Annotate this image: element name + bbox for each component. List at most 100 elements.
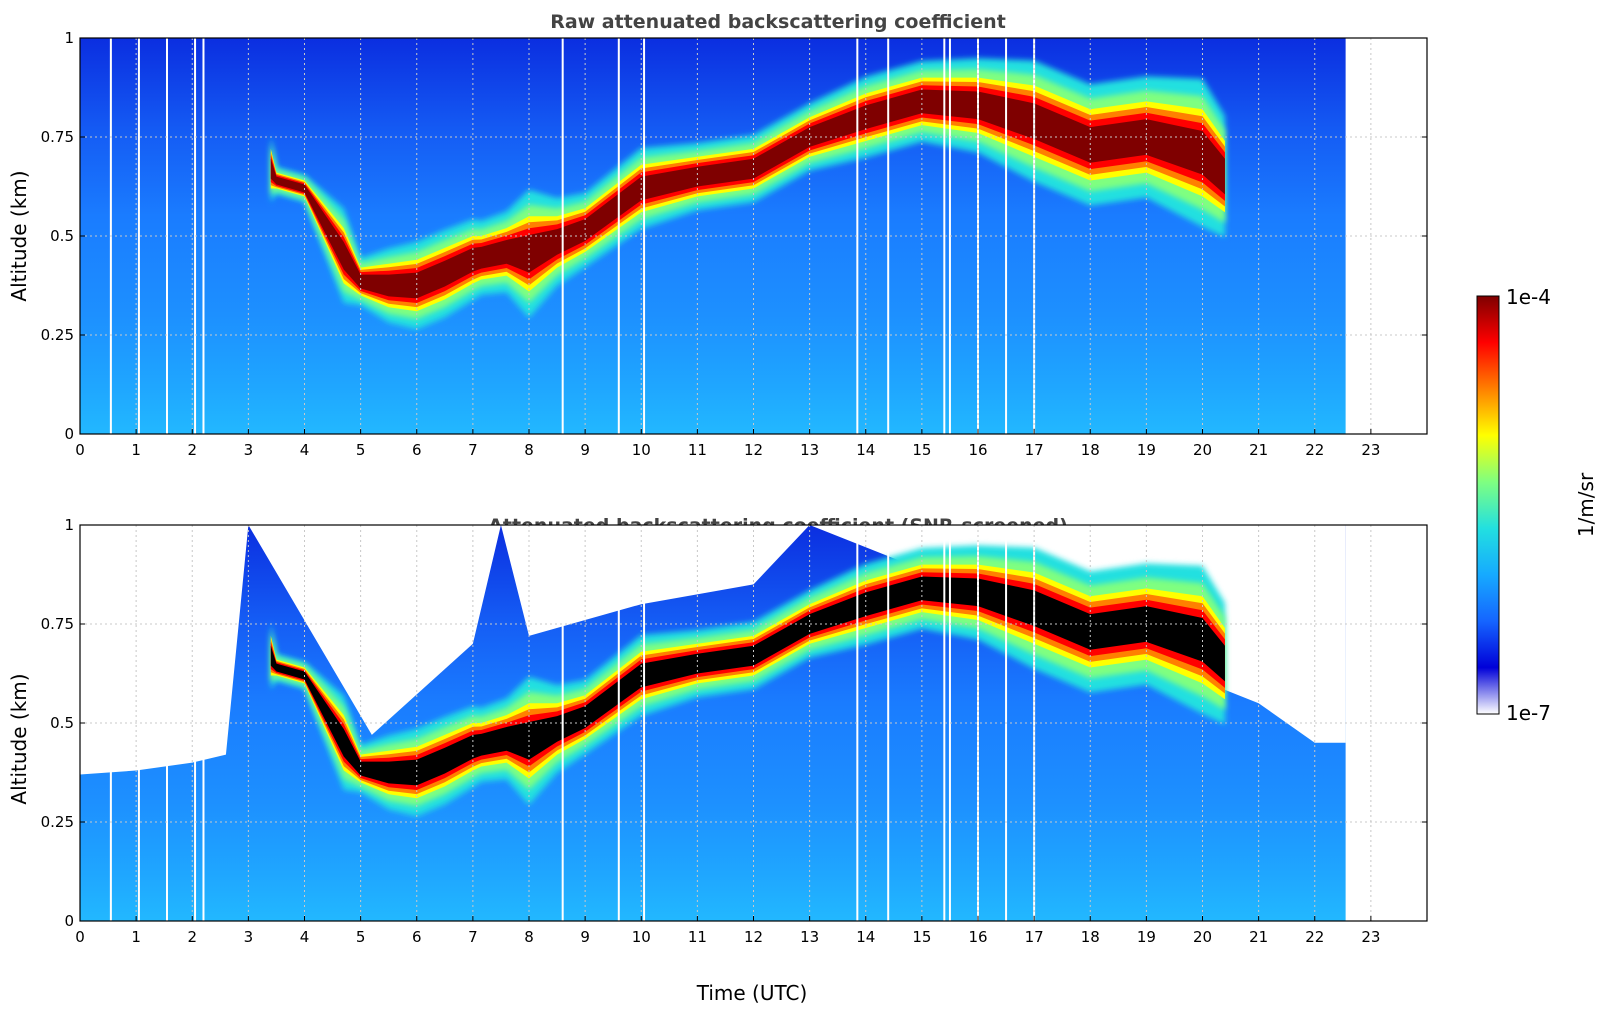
x-tick-label: 22 [1305, 928, 1324, 946]
data-gap [561, 525, 564, 921]
x-tick-label: 11 [688, 928, 707, 946]
data-gap [856, 38, 859, 434]
data-gap [561, 38, 564, 434]
data-gap [887, 525, 890, 921]
x-tick-label: 0 [75, 441, 85, 459]
y-tick-label: 0.75 [41, 615, 74, 633]
raw-y-ticks: 0 0.25 0.5 0.75 1 [41, 29, 1427, 443]
data-gap [202, 525, 205, 921]
data-gap [977, 525, 979, 921]
x-tick-label: 15 [912, 441, 931, 459]
x-tick-label: 0 [75, 928, 85, 946]
data-gap [943, 525, 946, 921]
raw-y-axis-label: Altitude (km) [7, 170, 31, 301]
x-tick-label: 2 [187, 441, 197, 459]
x-tick-label: 23 [1361, 928, 1380, 946]
data-gap [1033, 525, 1036, 921]
data-gap [943, 38, 946, 434]
x-tick-label: 3 [244, 928, 254, 946]
x-tick-label: 16 [968, 441, 987, 459]
y-tick-label: 0.25 [41, 326, 74, 344]
x-tick-label: 13 [800, 928, 819, 946]
data-gap [137, 38, 140, 434]
x-tick-label: 17 [1025, 441, 1044, 459]
x-tick-label: 14 [856, 928, 875, 946]
x-tick-label: 4 [300, 928, 310, 946]
x-axis-label: Time (UTC) [696, 981, 808, 1005]
x-tick-label: 18 [1081, 441, 1100, 459]
screened-backscatter-panel: Attenuated backscattering coefficient (S… [7, 515, 1428, 1005]
layer-band-5 [270, 576, 1225, 786]
x-tick-label: 20 [1193, 441, 1212, 459]
x-tick-label: 19 [1137, 441, 1156, 459]
x-tick-label: 11 [688, 441, 707, 459]
y-tick-label: 1 [64, 516, 74, 534]
colorbar-max-label: 1e-4 [1506, 285, 1551, 309]
data-gap [617, 525, 620, 921]
y-tick-label: 1 [64, 29, 74, 47]
y-tick-label: 0.5 [50, 227, 74, 245]
colorbar-min-label: 1e-7 [1506, 701, 1551, 725]
data-gap [887, 38, 890, 434]
x-tick-label: 2 [187, 928, 197, 946]
y-tick-label: 0.25 [41, 813, 74, 831]
x-tick-label: 12 [744, 928, 763, 946]
colorbar: 1e-4 1e-7 1/m/sr [1476, 285, 1598, 725]
colorbar-unit-label: 1/m/sr [1574, 472, 1598, 537]
x-tick-label: 8 [524, 441, 534, 459]
layer-band-5 [270, 89, 1225, 299]
x-tick-label: 9 [580, 928, 590, 946]
data-gap [977, 38, 979, 434]
raw-heatmap [79, 37, 1428, 435]
data-gap [948, 38, 951, 434]
screened-y-ticks: 0 0.25 0.5 0.75 1 [41, 516, 1427, 930]
y-tick-label: 0.5 [50, 714, 74, 732]
x-tick-label: 5 [356, 441, 366, 459]
screened-y-axis-label: Altitude (km) [7, 673, 31, 804]
x-tick-label: 4 [300, 441, 310, 459]
x-tick-label: 10 [632, 441, 651, 459]
x-tick-label: 18 [1081, 928, 1100, 946]
raw-x-ticks: 0 1 2 3 4 5 6 7 8 9 10 11 12 13 14 15 16 17 18 19 20 21 22 23 [75, 429, 1380, 459]
x-tick-label: 19 [1137, 928, 1156, 946]
x-tick-label: 6 [412, 928, 422, 946]
data-gap [643, 525, 646, 921]
y-tick-label: 0.75 [41, 128, 74, 146]
data-gap [948, 525, 951, 921]
x-tick-label: 3 [244, 441, 254, 459]
x-tick-label: 1 [131, 928, 141, 946]
x-tick-label: 1 [131, 441, 141, 459]
x-tick-label: 9 [580, 441, 590, 459]
x-tick-label: 21 [1249, 441, 1268, 459]
raw-backscatter-panel: Raw attenuated backscattering coefficien… [7, 11, 1428, 459]
x-tick-label: 10 [632, 928, 651, 946]
x-tick-label: 12 [744, 441, 763, 459]
screened-heatmap [79, 524, 1428, 922]
x-tick-label: 20 [1193, 928, 1212, 946]
x-tick-label: 14 [856, 441, 875, 459]
x-tick-label: 16 [968, 928, 987, 946]
y-tick-label: 0 [64, 912, 74, 930]
y-tick-label: 0 [64, 425, 74, 443]
x-tick-label: 5 [356, 928, 366, 946]
x-tick-label: 22 [1305, 441, 1324, 459]
colorbar-scale [1476, 295, 1500, 715]
x-tick-label: 13 [800, 441, 819, 459]
data-gap [1033, 38, 1036, 434]
x-tick-label: 7 [468, 928, 478, 946]
x-tick-label: 15 [912, 928, 931, 946]
x-tick-label: 7 [468, 441, 478, 459]
x-tick-label: 6 [412, 441, 422, 459]
x-tick-label: 23 [1361, 441, 1380, 459]
data-gap [202, 38, 205, 434]
x-tick-label: 21 [1249, 928, 1268, 946]
raw-panel-title: Raw attenuated backscattering coefficien… [550, 11, 1006, 33]
screened-x-ticks: 0 1 2 3 4 5 6 7 8 9 10 11 12 13 14 15 16 17 18 19 20 21 22 23 [75, 916, 1380, 946]
x-tick-label: 8 [524, 928, 534, 946]
data-gap [137, 525, 140, 921]
x-tick-label: 17 [1025, 928, 1044, 946]
data-gap [856, 525, 859, 921]
data-gap [617, 38, 620, 434]
data-gap [643, 38, 646, 434]
